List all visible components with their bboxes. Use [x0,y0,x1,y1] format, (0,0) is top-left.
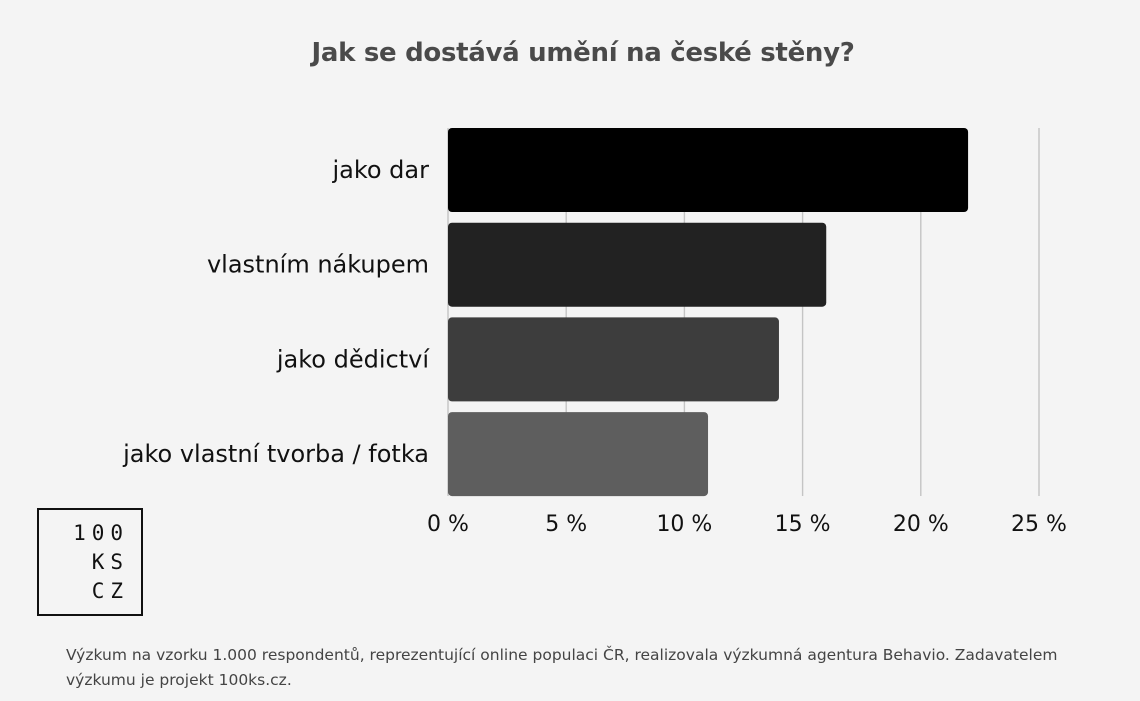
logo-line-1: 100 [73,520,129,545]
category-label: jako dědictví [276,345,430,373]
logo-100ks: 100 KS CZ [37,508,143,616]
logo-line-3: CZ [91,578,129,603]
category-label: jako vlastní tvorba / fotka [122,440,429,468]
footnote: Výzkum na vzorku 1.000 respondentů, repr… [66,646,1058,689]
x-tick-label: 25 % [1011,512,1067,537]
bar [448,222,827,307]
category-label: jako dar [331,156,429,184]
logo-line-2: KS [91,549,129,574]
category-labels: jako dar vlastním nákupem jako dědictví jak… [122,156,430,468]
chart-title: Jak se dostává umění na české stěny? [311,38,855,68]
bar-chart: jako dar vlastním nákupem jako dědictví jak… [122,128,1067,537]
x-tick-label: 15 % [775,512,831,537]
category-label: vlastním nákupem [207,251,429,279]
bar [448,317,779,402]
x-tick-label: 0 % [427,512,469,537]
tick-labels: 0 % 5 % 10 % 15 % 20 % 25 % [427,512,1067,537]
bars [448,128,969,497]
x-tick-label: 10 % [656,512,712,537]
x-tick-label: 20 % [893,512,949,537]
bar [448,128,969,212]
bar [448,412,709,497]
x-tick-label: 5 % [545,512,587,537]
